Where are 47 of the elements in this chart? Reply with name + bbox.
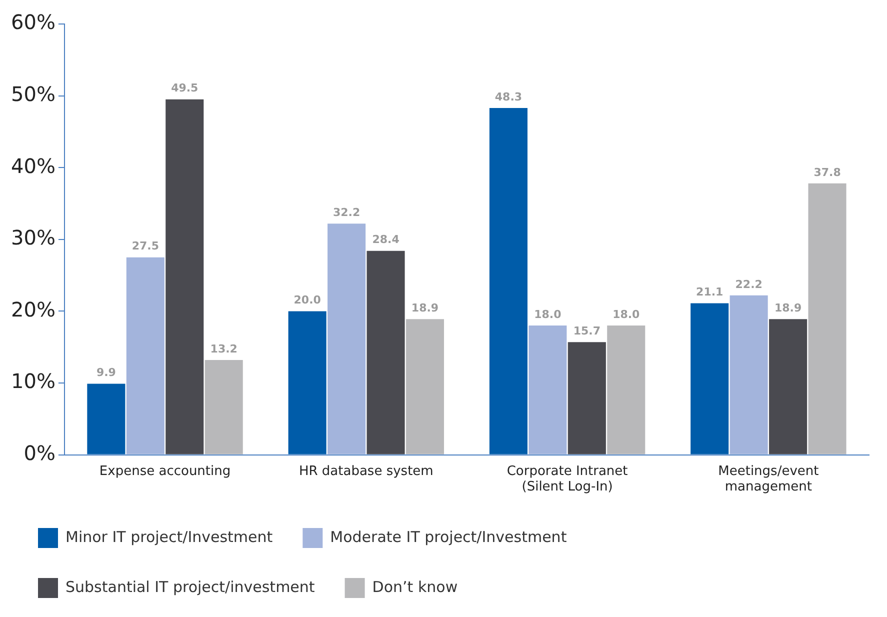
bar: [808, 183, 846, 454]
x-tick-label: Meetings/event management: [718, 464, 819, 495]
y-tick-label: 30%: [11, 226, 56, 250]
bar: [730, 295, 768, 454]
bar: [366, 250, 405, 454]
legend-label: Moderate IT project/Investment: [330, 528, 567, 546]
bar: [126, 257, 164, 454]
data-label: 32.2: [332, 206, 360, 219]
legend-label: Substantial IT project/investment: [66, 578, 315, 596]
data-label: 9.9: [96, 366, 116, 380]
x-tick-label: HR database system: [298, 464, 434, 479]
bar: [528, 326, 567, 454]
y-tick-label: 20%: [11, 297, 56, 322]
x-tick-label: Expense accounting: [99, 464, 231, 479]
data-label: 22.2: [735, 278, 762, 291]
data-label: 27.5: [132, 240, 159, 253]
legend-label: Minor IT project/Investment: [66, 528, 273, 546]
bar: [568, 342, 606, 454]
data-label: 18.0: [612, 308, 640, 321]
bar: [87, 384, 126, 454]
data-label: 49.5: [171, 82, 198, 95]
x-tick-label: Corporate Intranet (Silent Log-In): [506, 464, 628, 495]
data-label: 15.7: [573, 324, 600, 338]
bar: [769, 319, 808, 454]
y-tick-label: 40%: [11, 154, 56, 178]
data-label: 37.8: [814, 166, 841, 179]
bar: [328, 224, 366, 454]
y-tick-label: 50%: [11, 82, 56, 106]
bar: [690, 303, 729, 454]
y-tick-label: 60%: [11, 10, 56, 34]
data-label: 18.9: [411, 301, 439, 314]
bar: [166, 99, 204, 454]
bar: [489, 108, 528, 454]
bar: [204, 360, 243, 454]
data-label: 18.0: [534, 308, 562, 321]
legend-label: Don’t know: [372, 578, 458, 596]
y-tick-label: 10%: [11, 369, 56, 394]
data-label: 28.4: [372, 233, 400, 246]
data-label: 48.3: [494, 90, 522, 104]
y-tick-label: 0%: [24, 441, 56, 466]
data-label: 13.2: [210, 342, 238, 356]
data-label: 21.1: [696, 286, 724, 299]
bar: [406, 319, 444, 454]
bar: [288, 311, 326, 454]
bar: [607, 326, 646, 454]
data-label: 18.9: [774, 301, 802, 314]
data-label: 20.0: [294, 294, 322, 307]
